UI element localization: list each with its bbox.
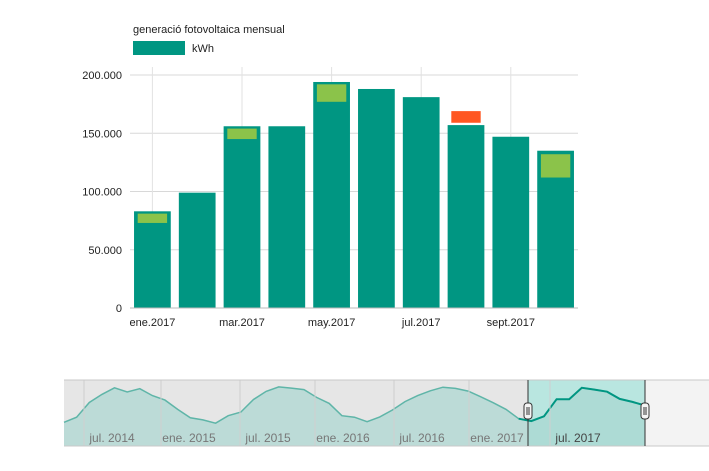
chart-title: generació fotovoltaica mensual: [133, 24, 285, 36]
bar[interactable]: [134, 211, 171, 308]
bar[interactable]: [223, 126, 261, 308]
expected-range-marker[interactable]: [137, 213, 168, 223]
navigator-tick-label: jul. 2015: [244, 431, 291, 445]
y-tick-label: 200.000: [82, 70, 122, 82]
x-tick-label: may.2017: [308, 317, 356, 329]
legend-swatch[interactable]: [133, 41, 185, 55]
bar-layer: [134, 81, 574, 309]
bar[interactable]: [492, 136, 530, 308]
x-tick-label: mar.2017: [219, 317, 265, 329]
bar[interactable]: [178, 192, 216, 308]
bar[interactable]: [268, 126, 306, 308]
navigator-tick-label: ene. 2017: [470, 431, 524, 445]
navigator-right-handle[interactable]: [640, 402, 650, 420]
expected-range-marker[interactable]: [451, 111, 481, 123]
marker-layer: [137, 84, 571, 223]
navigator-tick-label: jul. 2014: [88, 431, 135, 445]
y-tick-label: 100.000: [82, 187, 122, 199]
navigator-left-handle[interactable]: [523, 402, 533, 420]
bar[interactable]: [358, 88, 395, 308]
expected-range-marker[interactable]: [316, 84, 347, 102]
y-tick-label: 150.000: [82, 128, 122, 140]
navigator-tick-label: ene. 2016: [316, 431, 370, 445]
x-tick-label: jul.2017: [401, 317, 441, 329]
axis-layer: 0 50.000 100.000 150.000 200.000 ene.2017 mar.…: [82, 70, 578, 329]
bar[interactable]: [313, 81, 350, 309]
expected-range-marker[interactable]: [540, 154, 571, 178]
x-tick-label: sept.2017: [487, 317, 535, 329]
x-tick-label: ene.2017: [129, 317, 175, 329]
navigator-tick-label: ene. 2015: [162, 431, 216, 445]
legend-label[interactable]: kWh: [192, 43, 214, 55]
y-tick-label: 0: [116, 303, 122, 315]
y-tick-label: 50.000: [88, 245, 122, 257]
bar[interactable]: [402, 97, 440, 308]
navigator-unselected-range: [645, 380, 709, 446]
navigator-selected-line: [518, 386, 646, 423]
navigator-tick-label: jul. 2017: [554, 431, 601, 445]
expected-range-marker[interactable]: [227, 128, 257, 140]
bar[interactable]: [447, 125, 485, 308]
navigator-tick-label: jul. 2016: [398, 431, 445, 445]
navigator[interactable]: jul. 2014 ene. 2015 jul. 2015 ene. 2016 jul.…: [63, 379, 709, 447]
navigator-area: [64, 386, 645, 446]
